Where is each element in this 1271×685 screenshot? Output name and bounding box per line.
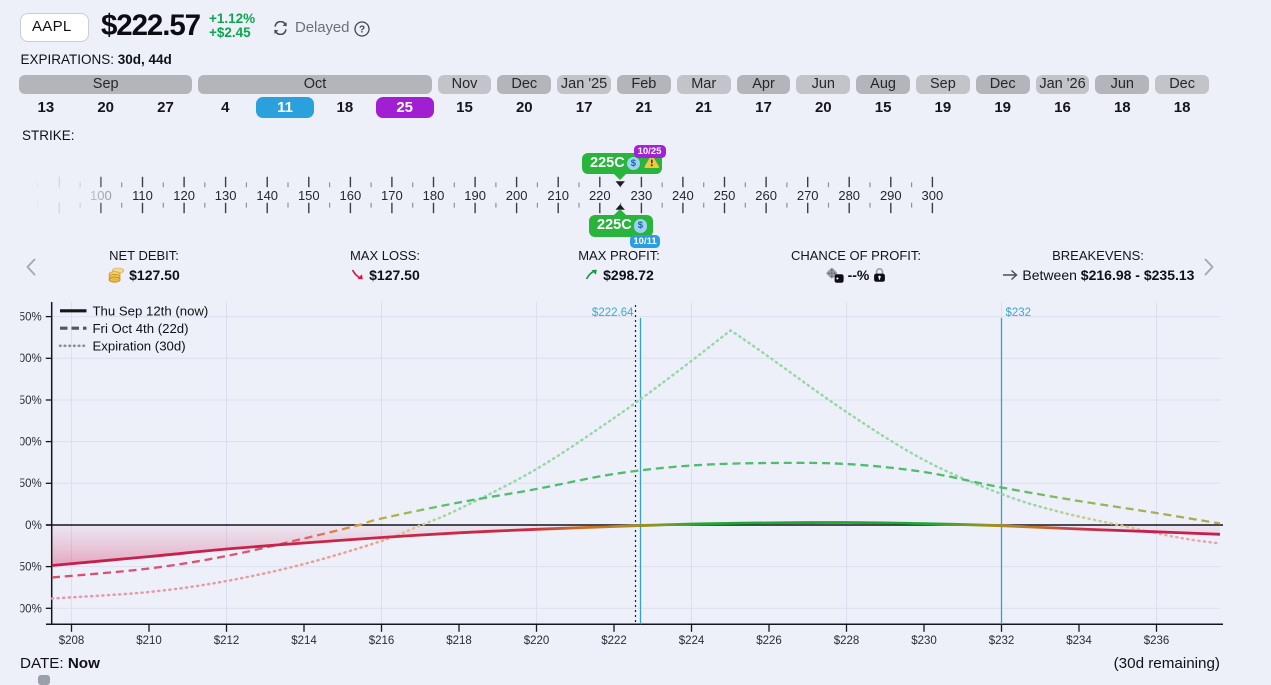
svg-text:240: 240: [672, 188, 694, 203]
svg-text:270: 270: [797, 188, 819, 203]
svg-text:-50%: -50%: [15, 562, 42, 574]
svg-text:Expiration (30d): Expiration (30d): [93, 339, 186, 354]
svg-text:290: 290: [880, 188, 902, 203]
svg-text:Thu Sep 12th (now): Thu Sep 12th (now): [93, 304, 209, 319]
svg-text:110: 110: [132, 188, 153, 203]
svg-text:180: 180: [423, 188, 445, 203]
svg-text:130: 130: [215, 188, 237, 203]
svg-text:$232: $232: [989, 635, 1015, 647]
svg-text:250%: 250%: [12, 311, 41, 323]
svg-text:$234: $234: [1066, 635, 1092, 647]
svg-text:200%: 200%: [12, 353, 41, 365]
svg-text:250: 250: [714, 188, 736, 203]
svg-text:300: 300: [922, 188, 944, 203]
svg-text:$208: $208: [59, 635, 85, 647]
svg-text:100%: 100%: [12, 436, 41, 448]
svg-text:200: 200: [506, 188, 528, 203]
svg-text:220: 220: [589, 188, 611, 203]
svg-text:-100%: -100%: [9, 603, 42, 615]
svg-text:140: 140: [256, 188, 278, 203]
svg-text:120: 120: [173, 188, 195, 203]
svg-text:$226: $226: [756, 635, 782, 647]
svg-text:$222.64: $222.64: [592, 307, 634, 319]
svg-text:160: 160: [340, 188, 362, 203]
svg-text:$232: $232: [1006, 307, 1032, 319]
svg-text:Fri Oct 4th (22d): Fri Oct 4th (22d): [93, 321, 189, 336]
svg-text:50%: 50%: [19, 478, 42, 490]
svg-text:$230: $230: [911, 635, 937, 647]
svg-text:$210: $210: [136, 635, 162, 647]
svg-text:150%: 150%: [12, 395, 41, 407]
svg-text:$216: $216: [369, 635, 395, 647]
svg-text:$214: $214: [291, 635, 317, 647]
svg-text:170: 170: [381, 188, 403, 203]
svg-text:$224: $224: [679, 635, 705, 647]
svg-text:230: 230: [631, 188, 653, 203]
svg-text:$220: $220: [524, 635, 550, 647]
svg-text:260: 260: [755, 188, 777, 203]
svg-text:$218: $218: [446, 635, 472, 647]
svg-text:280: 280: [838, 188, 860, 203]
svg-text:210: 210: [547, 188, 569, 203]
svg-text:?: ?: [358, 24, 364, 35]
svg-text:$222: $222: [601, 635, 627, 647]
svg-text:$212: $212: [214, 635, 240, 647]
svg-text:150: 150: [298, 188, 320, 203]
svg-text:0%: 0%: [25, 520, 42, 532]
svg-text:190: 190: [464, 188, 486, 203]
svg-text:$236: $236: [1144, 635, 1170, 647]
svg-text:$228: $228: [834, 635, 860, 647]
